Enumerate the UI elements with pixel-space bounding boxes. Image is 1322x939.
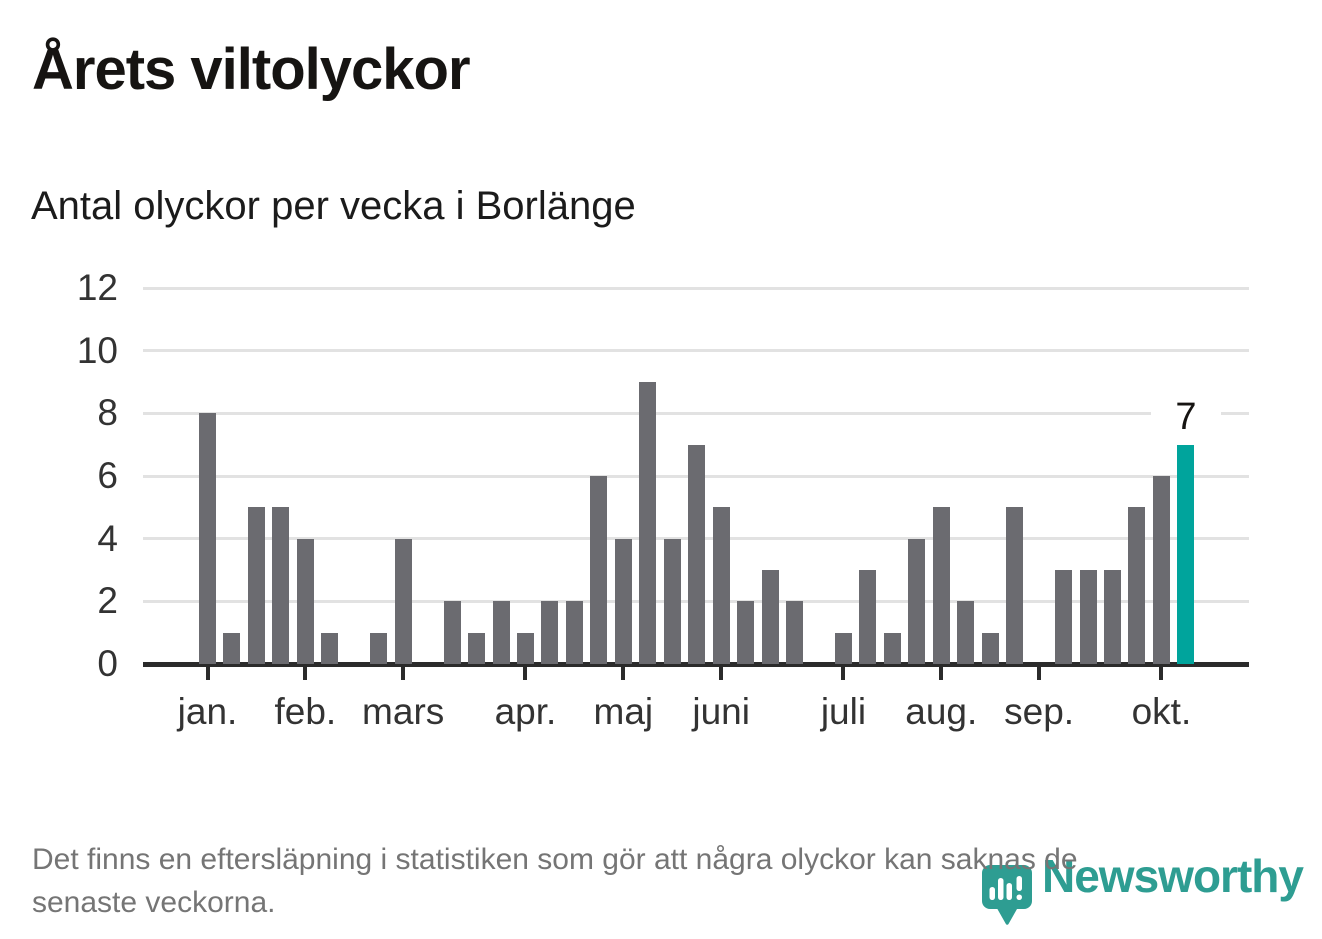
- bar-week: [1104, 570, 1122, 664]
- x-tick-aug: [939, 667, 944, 680]
- x-axis-label-apr: apr.: [494, 691, 557, 732]
- bar-week: [957, 601, 975, 664]
- x-axis-label-sep: sep.: [1004, 691, 1075, 732]
- y-axis-label-0: 0: [97, 643, 118, 684]
- bar-week: [883, 632, 901, 664]
- chart-subtitle: Antal olyckor per vecka i Borlänge: [31, 184, 636, 228]
- newsworthy-wordmark: Newsworthy: [1042, 850, 1304, 902]
- bar-week: [663, 538, 681, 664]
- bar-week: [590, 476, 608, 664]
- y-axis-label-10: 10: [76, 329, 118, 371]
- y-axis-label-6: 6: [97, 455, 118, 496]
- bar-week: [296, 538, 314, 664]
- gridline-12: [143, 286, 1249, 290]
- bar-week: [272, 507, 290, 664]
- newsworthy-speech-bubble-icon: [982, 865, 1032, 925]
- bar-week: [1006, 507, 1024, 664]
- x-tick-okt: [1159, 667, 1164, 680]
- y-axis-label-8: 8: [97, 392, 118, 434]
- bar-week: [370, 632, 388, 664]
- bar-week: [639, 382, 657, 664]
- gridline-8: [143, 411, 1249, 415]
- bar-week: [786, 601, 804, 664]
- page-title: Årets viltolyckor: [32, 37, 471, 102]
- bar-week: [468, 632, 486, 664]
- x-axis-label-juli: juli: [820, 691, 867, 732]
- bar-week: [321, 632, 339, 664]
- x-axis-line: [143, 662, 1249, 667]
- footnote-text: Det finns en eftersläpning i statistiken…: [32, 843, 1078, 919]
- x-tick-jan: [205, 667, 210, 680]
- bar-week: [516, 632, 534, 664]
- x-tick-mars: [401, 667, 406, 680]
- x-axis-label-feb: feb.: [274, 691, 337, 732]
- bar-week: [199, 413, 216, 664]
- bar-week: [247, 507, 265, 664]
- bar-week: [1152, 476, 1170, 664]
- bar-week: [712, 507, 730, 664]
- bar-week: [492, 601, 510, 664]
- bar-week: [1128, 507, 1146, 664]
- x-axis-label-mars: mars: [362, 691, 445, 732]
- x-axis-label-juni: juni: [692, 691, 750, 732]
- y-axis-label-2: 2: [97, 580, 118, 622]
- x-tick-apr: [523, 667, 528, 680]
- x-tick-feb: [303, 667, 308, 680]
- bar-week: [932, 507, 950, 664]
- bar-week: [394, 538, 412, 664]
- bar-week-highlighted: [1177, 444, 1195, 664]
- x-tick-maj: [621, 667, 626, 680]
- bar-week: [1055, 570, 1073, 664]
- bar-week: [565, 601, 583, 664]
- x-axis-label-aug: aug.: [905, 691, 978, 732]
- gridline-10: [143, 349, 1249, 353]
- x-axis-label-maj: maj: [593, 691, 654, 732]
- bar-week: [908, 538, 926, 664]
- bar-week: [688, 444, 706, 664]
- bar-week: [614, 538, 632, 664]
- x-tick-juli: [841, 667, 846, 680]
- x-axis-label-jan: jan.: [177, 691, 238, 732]
- bar-week: [443, 601, 461, 664]
- highlighted-bar-value-label: 7: [1150, 396, 1221, 437]
- bar-week: [834, 632, 852, 664]
- y-axis-label-4: 4: [97, 517, 118, 559]
- x-axis-label-okt: okt.: [1131, 691, 1192, 732]
- x-tick-sep: [1037, 667, 1042, 680]
- x-tick-juni: [719, 667, 724, 680]
- bar-week: [541, 601, 559, 664]
- bar-week: [761, 570, 779, 664]
- bar-week: [981, 632, 999, 664]
- bar-week: [737, 601, 755, 664]
- bar-week: [1079, 570, 1097, 664]
- bar-week: [223, 632, 241, 664]
- bar-week: [859, 570, 877, 664]
- y-axis-label-12: 12: [76, 267, 118, 308]
